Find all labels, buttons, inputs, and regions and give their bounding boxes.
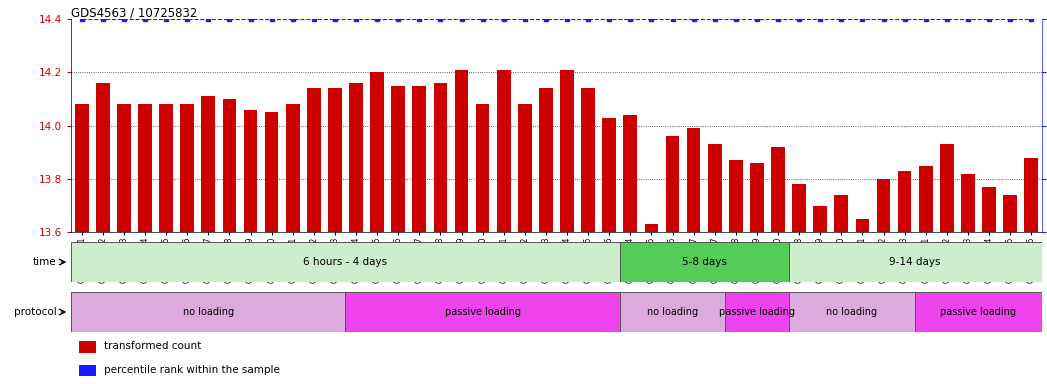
Bar	[834, 195, 848, 232]
Text: GDS4563 / 10725832: GDS4563 / 10725832	[71, 6, 198, 19]
Bar	[497, 70, 511, 232]
Text: protocol: protocol	[14, 307, 57, 317]
Bar	[708, 144, 721, 232]
Bar	[876, 179, 890, 232]
Bar	[788, 292, 915, 332]
Bar	[897, 171, 912, 232]
Bar	[71, 242, 620, 282]
Bar	[433, 83, 447, 232]
Bar	[117, 104, 131, 232]
Bar	[855, 219, 869, 232]
Bar	[788, 242, 1042, 282]
Bar	[982, 187, 996, 232]
Bar	[138, 104, 152, 232]
Text: 5-8 days: 5-8 days	[682, 257, 727, 267]
Bar	[645, 224, 659, 232]
Bar	[75, 104, 89, 232]
Text: transformed count: transformed count	[105, 341, 201, 351]
Bar	[286, 104, 299, 232]
Bar	[687, 128, 700, 232]
Bar	[814, 206, 827, 232]
Text: no loading: no loading	[826, 307, 877, 317]
Bar	[620, 292, 726, 332]
Bar	[961, 174, 975, 232]
Bar	[79, 341, 96, 353]
Bar	[1024, 158, 1038, 232]
Bar	[454, 70, 468, 232]
Bar	[265, 113, 279, 232]
Bar	[623, 115, 638, 232]
Bar	[371, 73, 384, 232]
Bar	[915, 292, 1042, 332]
Bar	[940, 144, 954, 232]
Bar	[602, 118, 616, 232]
Text: passive loading: passive loading	[940, 307, 1017, 317]
Bar	[729, 161, 742, 232]
Bar	[96, 83, 110, 232]
Text: passive loading: passive loading	[719, 307, 795, 317]
Bar	[518, 104, 532, 232]
Bar	[346, 292, 620, 332]
Text: 6 hours - 4 days: 6 hours - 4 days	[304, 257, 387, 267]
Bar	[180, 104, 194, 232]
Bar	[560, 70, 574, 232]
Bar	[539, 88, 553, 232]
Bar	[328, 88, 341, 232]
Bar	[620, 242, 788, 282]
Text: time: time	[34, 257, 57, 267]
Bar	[392, 86, 405, 232]
Bar	[666, 136, 680, 232]
Bar	[223, 99, 237, 232]
Bar	[581, 88, 595, 232]
Bar	[307, 88, 320, 232]
Bar	[750, 163, 763, 232]
Text: passive loading: passive loading	[445, 307, 520, 317]
Bar	[726, 292, 788, 332]
Bar	[79, 364, 96, 376]
Bar	[350, 83, 363, 232]
Bar	[772, 147, 785, 232]
Bar	[71, 292, 346, 332]
Bar	[793, 184, 806, 232]
Bar	[475, 104, 490, 232]
Bar	[1003, 195, 1017, 232]
Text: 9-14 days: 9-14 days	[889, 257, 941, 267]
Text: percentile rank within the sample: percentile rank within the sample	[105, 365, 280, 375]
Text: no loading: no loading	[183, 307, 233, 317]
Bar	[413, 86, 426, 232]
Bar	[244, 110, 258, 232]
Bar	[201, 96, 216, 232]
Text: no loading: no loading	[647, 307, 698, 317]
Bar	[919, 166, 933, 232]
Bar	[159, 104, 173, 232]
